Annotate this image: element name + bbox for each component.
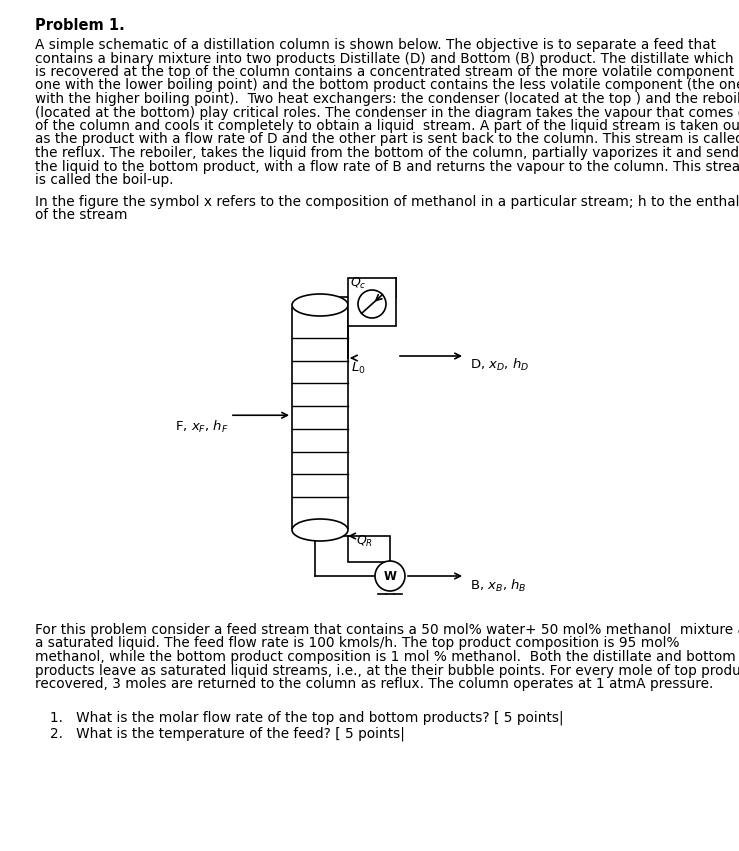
- Circle shape: [358, 290, 386, 318]
- Text: 2.   What is the temperature of the feed? [ 5 points|: 2. What is the temperature of the feed? …: [50, 727, 405, 741]
- Bar: [348, 536, 390, 562]
- Text: contains a binary mixture into two products Distillate (D) and Bottom (B) produc: contains a binary mixture into two produ…: [35, 52, 734, 66]
- Text: of the stream: of the stream: [35, 208, 128, 222]
- Text: is called the boil-up.: is called the boil-up.: [35, 173, 174, 187]
- Text: A simple schematic of a distillation column is shown below. The objective is to : A simple schematic of a distillation col…: [35, 38, 716, 52]
- Text: In the figure the symbol x refers to the composition of methanol in a particular: In the figure the symbol x refers to the…: [35, 195, 739, 208]
- Text: Problem 1.: Problem 1.: [35, 18, 125, 33]
- Text: methanol, while the bottom product composition is 1 mol % methanol.  Both the di: methanol, while the bottom product compo…: [35, 650, 736, 664]
- Text: one with the lower boiling point) and the bottom product contains the less volat: one with the lower boiling point) and th…: [35, 78, 739, 93]
- Text: W: W: [384, 569, 397, 582]
- Ellipse shape: [292, 519, 348, 541]
- Text: the reflux. The reboiler, takes the liquid from the bottom of the column, partia: the reflux. The reboiler, takes the liqu…: [35, 146, 739, 160]
- Text: 1.   What is the molar flow rate of the top and bottom products? [ 5 points|: 1. What is the molar flow rate of the to…: [50, 711, 564, 725]
- Text: is recovered at the top of the column contains a concentrated stream of the more: is recovered at the top of the column co…: [35, 65, 739, 79]
- Text: $L_0$: $L_0$: [351, 361, 366, 376]
- Text: the liquid to the bottom product, with a flow rate of B and returns the vapour t: the liquid to the bottom product, with a…: [35, 159, 739, 174]
- Text: products leave as saturated liquid streams, i.e., at the their bubble points. Fo: products leave as saturated liquid strea…: [35, 664, 739, 677]
- Text: (located at the bottom) play critical roles. The condenser in the diagram takes : (located at the bottom) play critical ro…: [35, 106, 739, 119]
- Circle shape: [375, 561, 405, 591]
- Ellipse shape: [292, 294, 348, 316]
- Text: B, $x_B$, $h_B$: B, $x_B$, $h_B$: [470, 578, 527, 594]
- Text: recovered, 3 moles are returned to the column as reflux. The column operates at : recovered, 3 moles are returned to the c…: [35, 677, 713, 691]
- Text: with the higher boiling point).  Two heat exchangers: the condenser (located at : with the higher boiling point). Two heat…: [35, 92, 739, 106]
- Bar: [348, 278, 396, 326]
- Text: D, $x_D$, $h_D$: D, $x_D$, $h_D$: [470, 357, 529, 373]
- Text: F, $x_F$, $h_F$: F, $x_F$, $h_F$: [175, 420, 229, 436]
- Text: as the product with a flow rate of D and the other part is sent back to the colu: as the product with a flow rate of D and…: [35, 133, 739, 146]
- Text: of the column and cools it completely to obtain a liquid  stream. A part of the : of the column and cools it completely to…: [35, 119, 739, 133]
- Text: $Q_c$: $Q_c$: [350, 276, 367, 291]
- Text: $Q_R$: $Q_R$: [356, 534, 373, 549]
- Text: For this problem consider a feed stream that contains a 50 mol% water+ 50 mol% m: For this problem consider a feed stream …: [35, 623, 739, 637]
- Text: a saturated liquid. The feed flow rate is 100 kmols/h. The top product compositi: a saturated liquid. The feed flow rate i…: [35, 637, 679, 650]
